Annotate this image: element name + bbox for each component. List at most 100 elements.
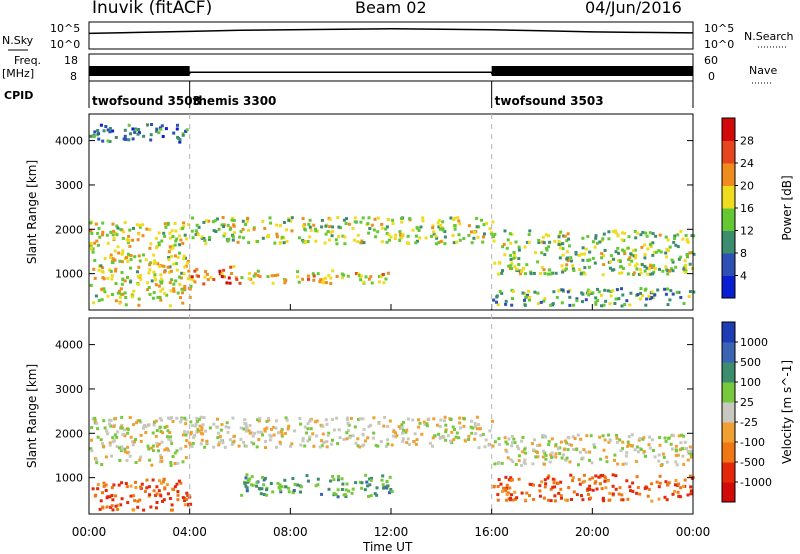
- ytick-label-2: 3000: [55, 179, 83, 192]
- heatmap-cell: [431, 444, 434, 448]
- heatmap-cell: [532, 497, 535, 501]
- heatmap-cell: [376, 444, 380, 448]
- heatmap-cell: [515, 496, 519, 500]
- heatmap-cell: [127, 234, 131, 238]
- heatmap-cell: [411, 228, 415, 232]
- heatmap-cell: [199, 415, 203, 419]
- colorbar-tick-label-5: -100: [740, 436, 765, 449]
- heatmap-cell: [110, 454, 113, 458]
- heatmap-cell: [474, 432, 478, 436]
- heatmap-cell: [106, 432, 110, 436]
- heatmap-cell: [195, 267, 199, 271]
- heatmap-cell: [471, 426, 475, 430]
- heatmap-cell: [439, 418, 443, 422]
- heatmap-cell: [169, 269, 173, 273]
- heatmap-cell: [129, 254, 133, 257]
- heatmap-cell: [212, 422, 216, 426]
- heatmap-cell: [303, 444, 307, 448]
- heatmap-cell: [661, 452, 665, 456]
- heatmap-cell: [689, 455, 693, 459]
- heatmap-cell: [674, 448, 678, 452]
- heatmap-cell: [602, 303, 606, 307]
- heatmap-cell: [94, 458, 98, 462]
- heatmap-cell: [120, 252, 124, 256]
- heatmap-cell: [654, 234, 658, 238]
- heatmap-cell: [421, 216, 425, 220]
- nsky-series-line: [88, 28, 694, 35]
- heatmap-cell: [285, 418, 289, 422]
- heatmap-cell: [517, 447, 521, 451]
- heatmap-cell: [259, 430, 263, 434]
- heatmap-cell: [372, 228, 376, 232]
- heatmap-cell: [517, 477, 521, 481]
- heatmap-cell: [364, 473, 368, 477]
- heatmap-cell: [650, 290, 654, 294]
- heatmap-cell: [166, 265, 170, 269]
- heatmap-cell: [510, 267, 514, 271]
- heatmap-cell: [390, 490, 394, 494]
- heatmap-cell: [362, 443, 366, 447]
- heatmap-cell: [110, 277, 114, 281]
- heatmap-cell: [124, 482, 128, 485]
- heatmap-cell: [616, 462, 620, 466]
- heatmap-cell: [173, 243, 177, 247]
- heatmap-cell: [280, 432, 284, 436]
- heatmap-cell: [415, 239, 419, 243]
- heatmap-cell: [509, 476, 513, 480]
- heatmap-cell: [407, 242, 410, 245]
- heatmap-cell: [664, 480, 668, 484]
- heatmap-cell: [287, 424, 291, 428]
- heatmap-cell: [160, 281, 164, 285]
- heatmap-cell: [452, 218, 456, 222]
- heatmap-cell: [597, 475, 601, 479]
- heatmap-cell: [201, 423, 205, 427]
- heatmap-cell: [407, 443, 411, 446]
- heatmap-cell: [246, 480, 250, 484]
- heatmap-cell: [627, 235, 631, 239]
- heatmap-cell: [513, 265, 517, 269]
- heatmap-cell: [110, 494, 114, 497]
- heatmap-cell: [677, 257, 681, 261]
- heatmap-cell: [669, 289, 673, 293]
- heatmap-cell: [157, 241, 161, 245]
- heatmap-cell: [342, 218, 346, 222]
- heatmap-cell: [278, 440, 282, 444]
- heatmap-cell: [666, 483, 669, 487]
- heatmap-cell: [613, 302, 617, 305]
- heatmap-cell: [497, 272, 500, 276]
- heatmap-cell: [427, 417, 431, 421]
- heatmap-cell: [366, 484, 370, 488]
- heatmap-cell: [622, 239, 626, 242]
- heatmap-cell: [95, 421, 99, 425]
- heatmap-cell: [327, 274, 331, 278]
- heatmap-cell: [178, 140, 182, 144]
- heatmap-cell: [665, 247, 669, 251]
- heatmap-cell: [182, 225, 186, 228]
- heatmap-cell: [240, 493, 244, 497]
- heatmap-cell: [94, 222, 98, 226]
- heatmap-cell: [170, 503, 174, 507]
- heatmap-cell: [282, 241, 286, 245]
- heatmap-cell: [598, 435, 602, 439]
- heatmap-cell: [335, 242, 339, 246]
- heatmap-cell: [275, 445, 278, 449]
- heatmap-cell: [663, 287, 667, 291]
- heatmap-cell: [572, 303, 576, 307]
- heatmap-cell: [312, 274, 316, 278]
- heatmap-cell: [503, 436, 507, 440]
- heatmap-cell: [251, 281, 255, 285]
- heatmap-cell: [581, 292, 585, 296]
- heatmap-cell: [188, 443, 192, 447]
- heatmap-cell: [614, 231, 618, 235]
- heatmap-cell: [648, 267, 651, 271]
- heatmap-cell: [188, 295, 192, 299]
- heatmap-cell: [120, 282, 124, 286]
- heatmap-cell: [500, 271, 504, 275]
- noise-panel-frame: [88, 21, 694, 50]
- heatmap-cell: [271, 281, 275, 285]
- heatmap-cell: [305, 431, 308, 435]
- heatmap-cell: [203, 239, 207, 242]
- heatmap-cell: [508, 232, 512, 236]
- heatmap-cell: [178, 138, 182, 142]
- heatmap-cell: [114, 282, 118, 286]
